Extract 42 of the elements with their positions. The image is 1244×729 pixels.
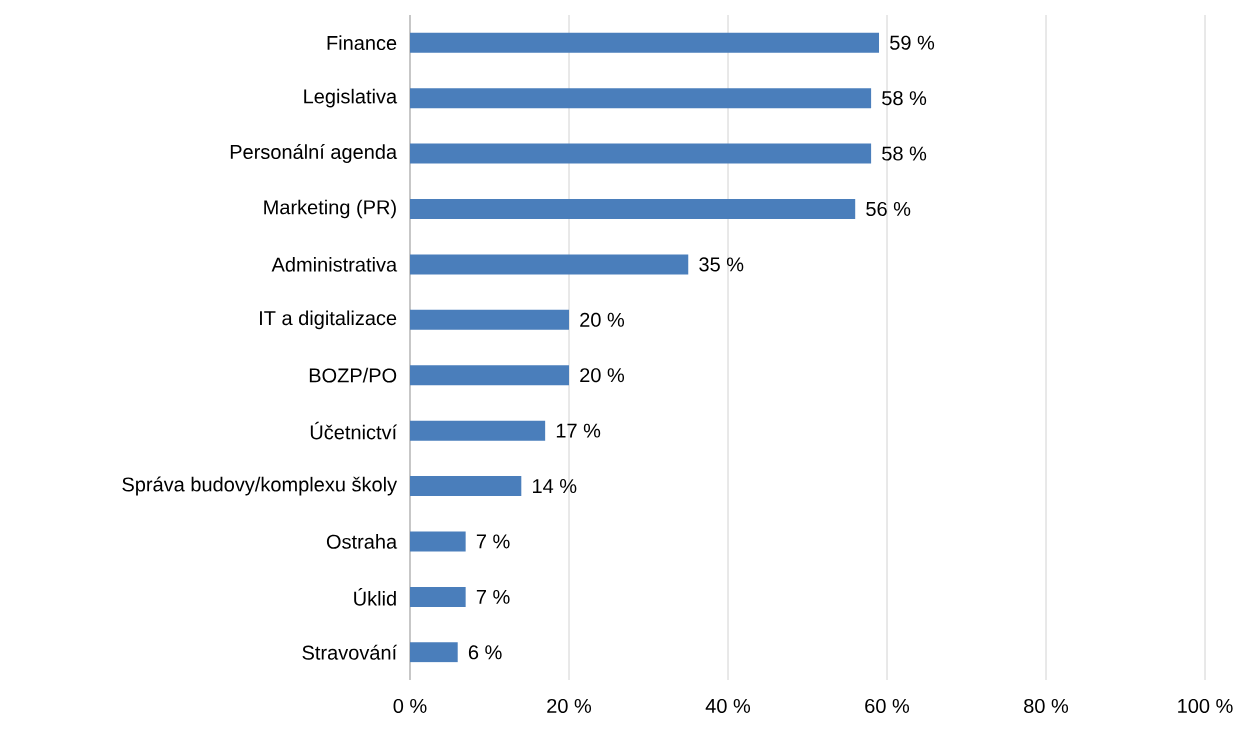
y-tick-label: Úklid xyxy=(354,588,396,606)
bar xyxy=(410,88,872,109)
x-tick-label: 60 % xyxy=(865,698,910,714)
data-label: 20 % xyxy=(580,312,625,327)
x-tick-label: 40 % xyxy=(705,698,751,714)
y-tick-label: BOZP/PO xyxy=(309,367,397,383)
data-label: 7 % xyxy=(476,534,510,549)
bar xyxy=(410,586,466,607)
data-label: 6 % xyxy=(468,645,502,660)
bar xyxy=(410,32,880,53)
y-tick-label: Správa budovy/komplexu školy xyxy=(122,476,398,496)
data-label: 59 % xyxy=(890,35,935,50)
data-label: 56 % xyxy=(866,201,911,217)
bar xyxy=(410,365,570,386)
data-label: 20 % xyxy=(580,368,625,383)
bar xyxy=(410,309,570,330)
data-label: 35 % xyxy=(699,257,744,272)
data-label: 58 % xyxy=(882,146,927,161)
y-tick-label: Ostraha xyxy=(326,534,398,549)
bar xyxy=(410,420,546,441)
x-tick-label: 20 % xyxy=(547,698,592,714)
x-tick-label: 100 % xyxy=(1178,698,1233,714)
y-tick-label: Legislativa xyxy=(304,88,398,108)
x-tick-label: 80 % xyxy=(1024,698,1069,714)
bar xyxy=(410,642,458,663)
y-tick-label: Finance xyxy=(327,35,397,51)
bar xyxy=(410,143,872,164)
y-tick-label: Personální agenda xyxy=(230,144,398,163)
x-tick-label: 0 % xyxy=(393,698,427,714)
data-label: 58 % xyxy=(882,91,927,106)
bar xyxy=(410,476,522,497)
y-tick-label: Účetnictví xyxy=(310,421,398,440)
data-label: 7 % xyxy=(476,589,510,604)
y-tick-label: IT a digitalizace xyxy=(260,310,397,330)
bar xyxy=(410,531,466,552)
y-tick-label: Administrativa xyxy=(271,257,398,272)
bar xyxy=(410,254,689,275)
y-tick-label: Marketing (PR) xyxy=(264,199,396,219)
data-label: 17 % xyxy=(556,423,601,438)
bar xyxy=(410,198,856,219)
data-label: 14 % xyxy=(533,479,577,494)
y-tick-label: Stravování xyxy=(302,644,398,660)
